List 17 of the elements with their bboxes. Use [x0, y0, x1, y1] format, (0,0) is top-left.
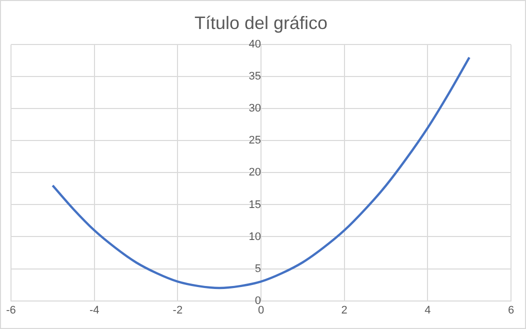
x-tick-label: 2	[341, 304, 348, 316]
chart-title: Título del gráfico	[194, 12, 328, 33]
line-series	[52, 56, 470, 290]
y-tick-label: 25	[248, 134, 261, 147]
x-tick-label: -6	[6, 304, 16, 316]
y-tick-label: 10	[248, 230, 261, 243]
y-tick-label: 20	[248, 166, 261, 179]
y-tick-label: 35	[248, 70, 261, 83]
y-tick-label: 5	[254, 262, 261, 275]
y-tick-label: 30	[248, 102, 261, 115]
y-tick-label: 40	[248, 38, 261, 51]
x-tick-label: -4	[89, 304, 100, 316]
x-tick-label: -2	[172, 304, 183, 316]
y-tick-label: 15	[248, 198, 261, 211]
x-tick-label: 6	[508, 304, 514, 316]
x-tick-label: 4	[424, 304, 431, 316]
y-tick-label: 0	[254, 294, 261, 307]
